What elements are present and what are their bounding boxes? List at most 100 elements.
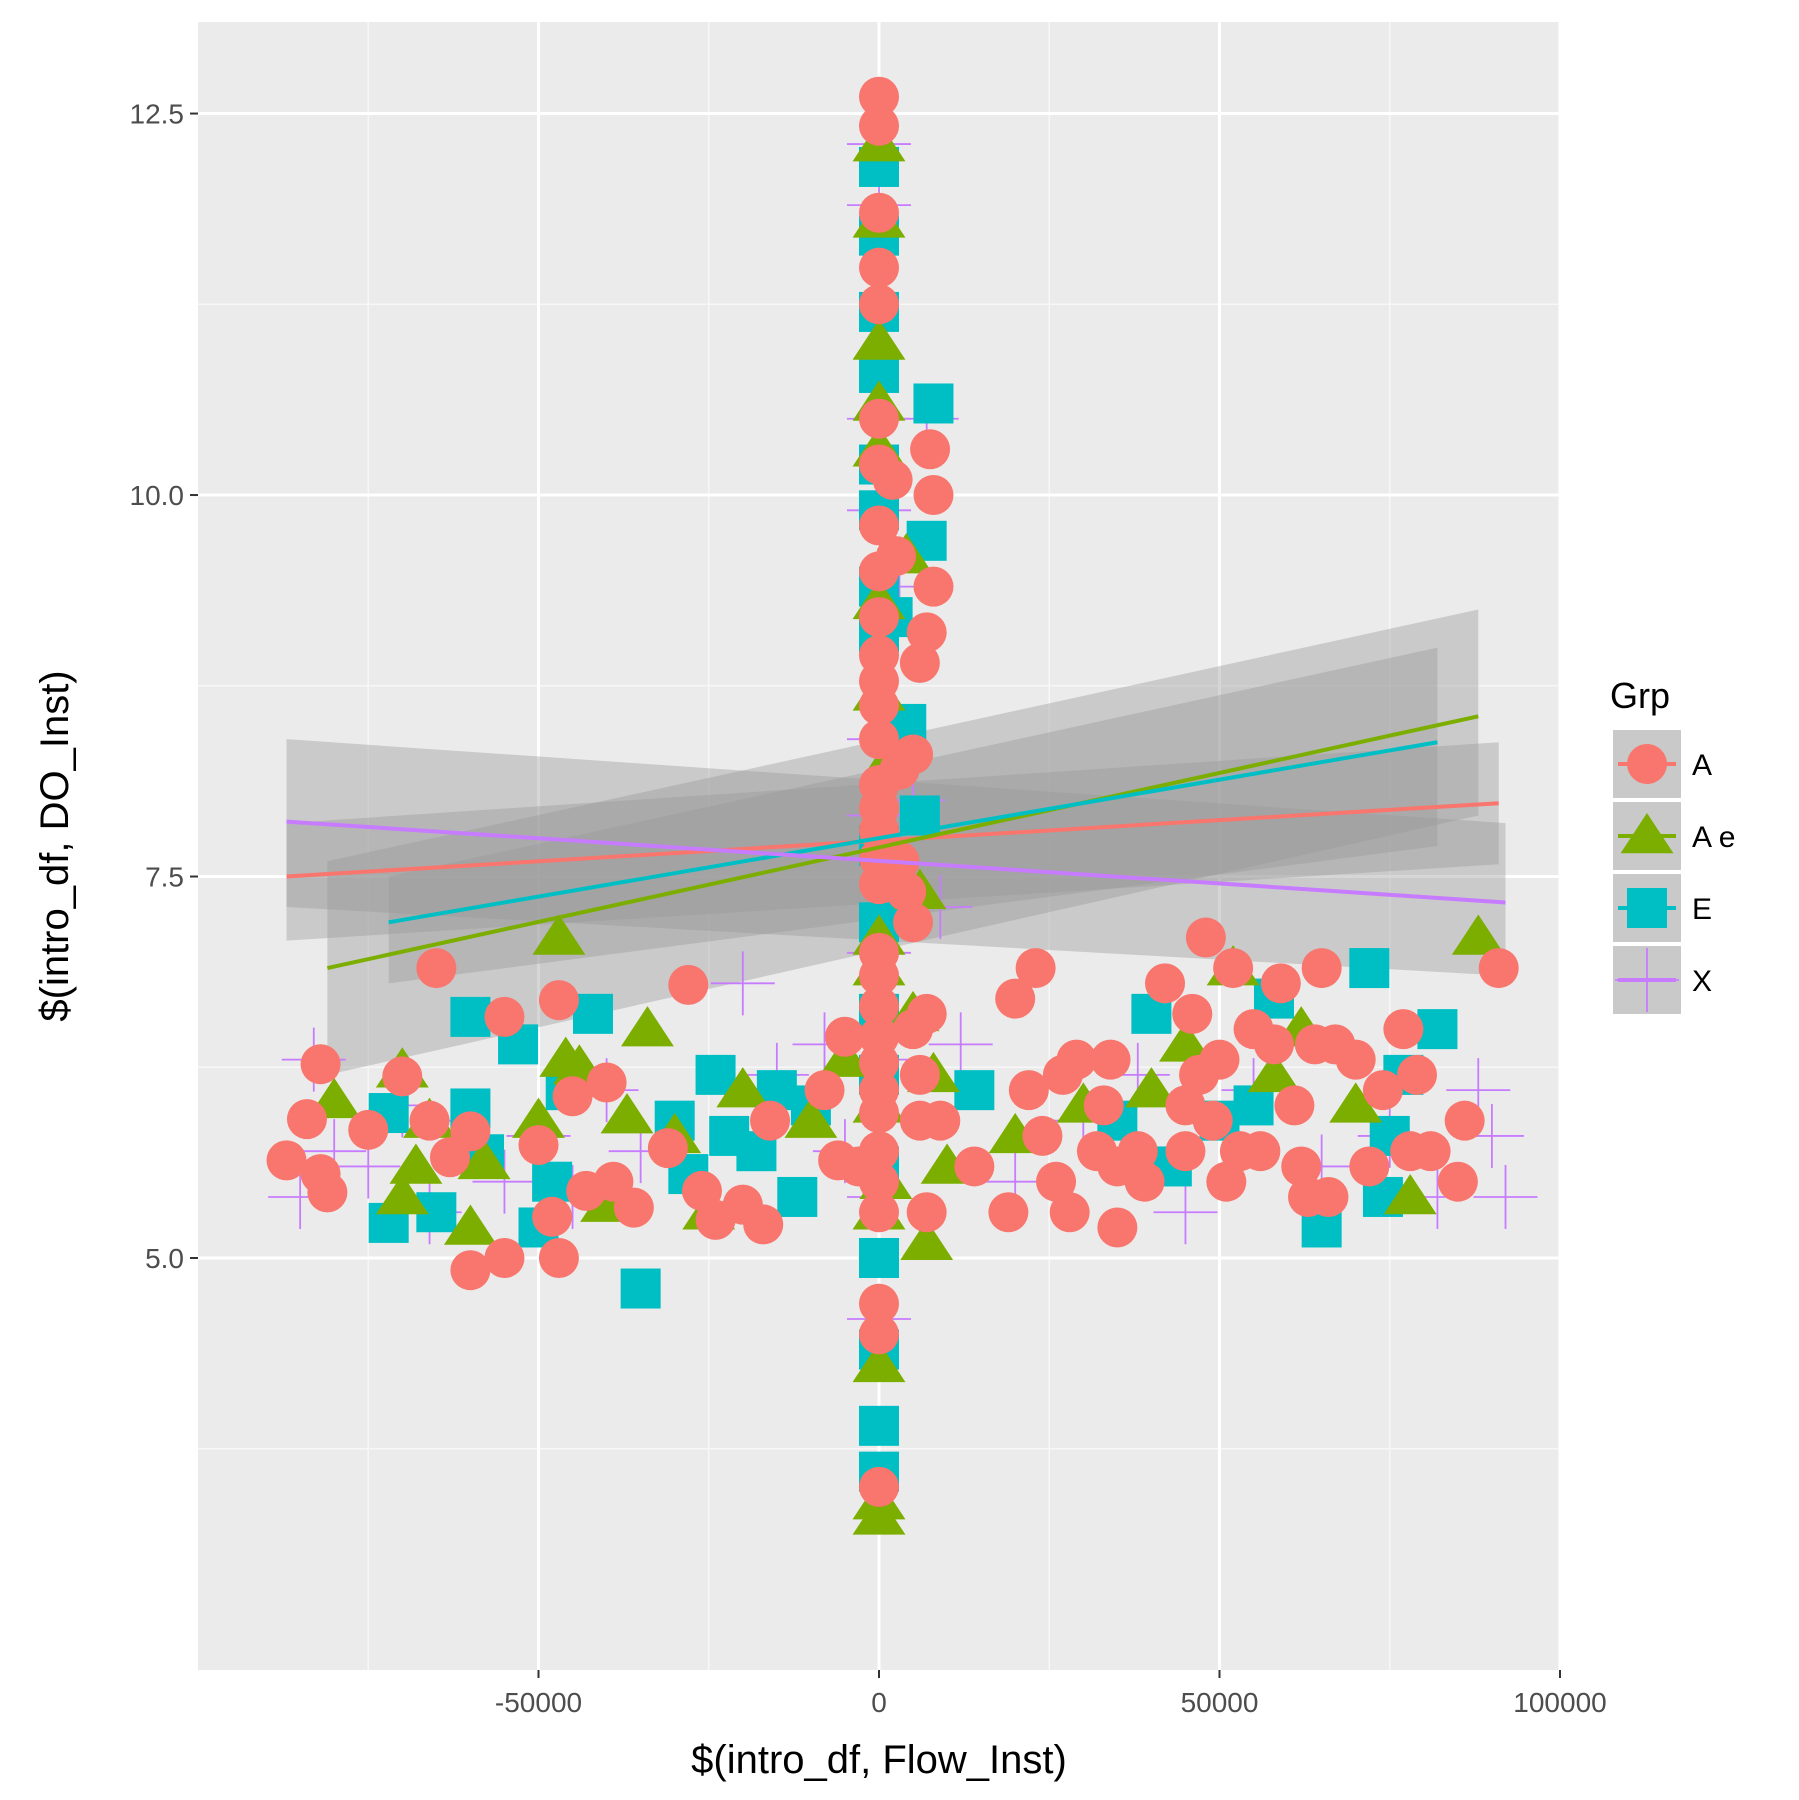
data-point-e (859, 1405, 899, 1446)
legend-key-a-e (1611, 800, 1683, 872)
data-point-a (988, 1192, 1029, 1233)
data-point-a (348, 1109, 389, 1150)
data-point-a (859, 247, 899, 288)
y-axis-title: $(intro_df, DO_Inst) (33, 670, 77, 1021)
legend-label: E (1692, 893, 1712, 926)
x-tick-label: 100000 (1513, 1687, 1606, 1718)
data-point-e (1417, 1009, 1458, 1050)
data-point-a (1260, 963, 1301, 1004)
data-point-a (1383, 1009, 1424, 1050)
data-point-a (416, 948, 457, 989)
data-point-a (886, 871, 927, 912)
data-point-a (1206, 1161, 1247, 1202)
data-point-a (899, 1054, 940, 1095)
data-point-a-e (1451, 914, 1505, 955)
trend-line-a-e (326, 714, 1479, 971)
data-point-a (859, 1283, 899, 1324)
data-point-a (1396, 1054, 1437, 1095)
data-point-a (1199, 1039, 1240, 1080)
data-point-a-e (389, 1143, 443, 1184)
data-point-a (647, 1128, 688, 1169)
data-point-a (920, 1100, 961, 1141)
data-point-a (1213, 948, 1254, 989)
data-points (266, 76, 1538, 1535)
data-point-a (1410, 1131, 1451, 1172)
data-point-x (1153, 1180, 1218, 1245)
data-point-e (620, 1268, 661, 1309)
axes: -50000 0 50000 100000 5.0 7.5 10.0 12.5 (130, 99, 1607, 1718)
data-point-e (695, 1054, 736, 1095)
data-point-a (1301, 948, 1342, 989)
data-point-a (1165, 1131, 1206, 1172)
data-point-a-e (1124, 1067, 1178, 1108)
data-point-e (1349, 948, 1390, 989)
data-point-x (1473, 1164, 1538, 1229)
data-point-a (906, 993, 947, 1034)
trend-line-x (286, 819, 1506, 905)
data-point-a (1335, 1039, 1376, 1080)
data-point-e (913, 383, 954, 424)
legend-key-a (1611, 728, 1683, 800)
data-point-a (1192, 1100, 1233, 1141)
data-point-a (1437, 1161, 1478, 1202)
data-point-e (954, 1070, 995, 1111)
data-point-a-e (512, 1097, 565, 1138)
data-point-a (1036, 1161, 1077, 1202)
data-point-a (804, 1070, 845, 1111)
data-point-e (572, 993, 613, 1034)
data-point-a-e (852, 1341, 906, 1383)
data-point-x (928, 1012, 993, 1077)
data-point-a (300, 1044, 341, 1085)
data-point-a (1349, 1146, 1390, 1187)
legend-key-e (1611, 872, 1683, 944)
data-point-a (1008, 1070, 1049, 1111)
data-point-a (954, 1146, 995, 1187)
x-tick-label: 50000 (1181, 1687, 1259, 1718)
data-point-a-e (1383, 1173, 1437, 1215)
data-point-a (1083, 1085, 1124, 1126)
data-point-a (859, 192, 899, 233)
data-point-a (750, 1100, 791, 1141)
data-point-a (1240, 1131, 1281, 1172)
data-point-a (906, 1192, 947, 1233)
data-point-a-e (1329, 1082, 1383, 1123)
data-point-a-e (784, 1097, 838, 1138)
y-tick-label: 7.5 (145, 862, 184, 893)
data-point-a (893, 902, 934, 943)
data-point-a (859, 1093, 899, 1134)
legend-label: A (1692, 749, 1712, 782)
y-tick-label: 12.5 (130, 99, 185, 130)
data-point-a (859, 1466, 899, 1507)
legend-label: X (1692, 965, 1712, 998)
data-point-a-e (443, 1204, 497, 1245)
data-point-a-e (716, 1067, 770, 1108)
data-point-a (859, 505, 899, 546)
data-point-a (1049, 1192, 1090, 1233)
data-point-a (1253, 1024, 1294, 1065)
data-point-a (382, 1056, 423, 1097)
data-point-a (286, 1099, 327, 1140)
y-tick-label: 10.0 (130, 480, 185, 511)
data-point-a-e (621, 1006, 674, 1047)
data-point-a-e (375, 1173, 429, 1215)
data-point-a (906, 612, 947, 653)
data-point-a (1185, 917, 1226, 958)
data-point-a (824, 1016, 865, 1057)
data-point-a (859, 1042, 899, 1083)
data-point-a (1274, 1085, 1315, 1126)
trend-line-e (388, 740, 1438, 925)
data-point-a (995, 978, 1036, 1019)
x-tick-label: 0 (871, 1687, 887, 1718)
data-point-a (1090, 1039, 1131, 1080)
legend-key-x (1611, 944, 1683, 1016)
data-point-a (859, 105, 899, 146)
data-point-a (1015, 948, 1056, 989)
x-tick-label: -50000 (495, 1687, 582, 1718)
data-point-a (668, 964, 709, 1005)
data-point-a (307, 1172, 348, 1213)
data-point-a (532, 1196, 573, 1237)
data-point-a (859, 1314, 899, 1355)
data-point-x (472, 1149, 537, 1214)
data-point-a (1308, 1176, 1349, 1217)
